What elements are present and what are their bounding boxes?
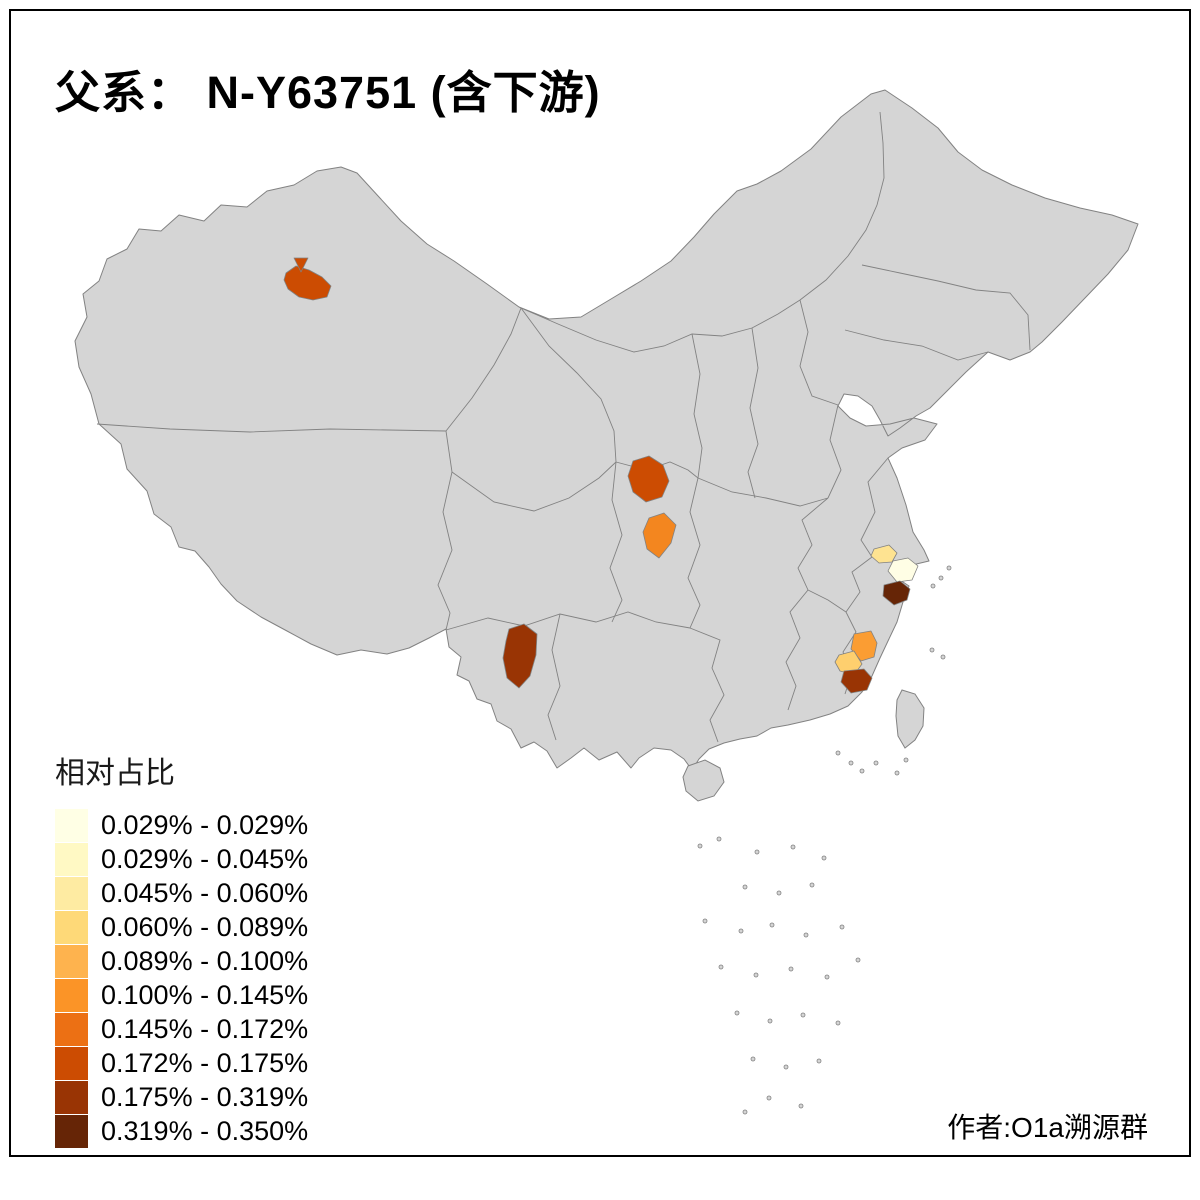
region-east-coast-dark [882, 580, 911, 606]
legend-label: 0.100% - 0.145% [101, 980, 309, 1010]
region-southwest [502, 623, 538, 689]
legend-row: 0.060% - 0.089% [55, 910, 308, 944]
legend-label: 0.029% - 0.045% [101, 844, 309, 874]
region-central-lower [642, 512, 677, 559]
legend-label: 0.089% - 0.100% [101, 946, 309, 976]
mainland-outline [74, 89, 1139, 771]
region-east-coast-cream [887, 557, 919, 583]
legend-swatch [55, 1046, 88, 1080]
legend-label: 0.060% - 0.089% [101, 912, 309, 942]
legend-swatch [55, 978, 88, 1012]
region-northwest-marker [293, 257, 309, 273]
legend-title: 相对占比 [55, 757, 175, 790]
author-credit: 作者:O1a溯源群 [947, 1112, 1148, 1143]
legend-label: 0.172% - 0.175% [101, 1048, 309, 1078]
region-northwest [283, 265, 332, 301]
legend-row: 0.319% - 0.350% [55, 1114, 308, 1148]
legend-label: 0.319% - 0.350% [101, 1116, 309, 1146]
legend-row: 0.145% - 0.172% [55, 1012, 308, 1046]
legend-label: 0.045% - 0.060% [101, 878, 309, 908]
legend-rows: 0.029% - 0.029% 0.029% - 0.045% 0.045% - 0… [55, 808, 308, 1148]
legend-label: 0.175% - 0.319% [101, 1082, 309, 1112]
legend: 相对占比 0.029% - 0.029% 0.029% - 0.045% 0.045… [55, 748, 308, 1148]
region-east-coast-pale [870, 544, 898, 564]
region-southeast-orange [850, 630, 878, 662]
legend-swatch [55, 944, 88, 978]
legend-row: 0.029% - 0.029% [55, 808, 308, 842]
legend-label: 0.029% - 0.029% [101, 810, 309, 840]
legend-row: 0.175% - 0.319% [55, 1080, 308, 1114]
region-central-upper [627, 455, 670, 503]
legend-row: 0.089% - 0.100% [55, 944, 308, 978]
legend-swatch [55, 808, 88, 842]
taiwan-island [895, 689, 925, 749]
legend-row: 0.029% - 0.045% [55, 842, 308, 876]
legend-swatch [55, 1114, 88, 1148]
legend-swatch [55, 842, 88, 876]
legend-swatch [55, 1012, 88, 1046]
legend-row: 0.100% - 0.145% [55, 978, 308, 1012]
legend-swatch [55, 1080, 88, 1114]
legend-swatch [55, 876, 88, 910]
legend-label: 0.145% - 0.172% [101, 1014, 309, 1044]
legend-swatch [55, 910, 88, 944]
legend-row: 0.172% - 0.175% [55, 1046, 308, 1080]
region-southeast-dark [840, 668, 873, 694]
highlighted-regions [283, 257, 919, 694]
legend-row: 0.045% - 0.060% [55, 876, 308, 910]
hainan-island [682, 759, 725, 802]
small-islands [697, 565, 952, 1115]
map-title: 父系： N-Y63751 (含下游) [55, 67, 601, 118]
